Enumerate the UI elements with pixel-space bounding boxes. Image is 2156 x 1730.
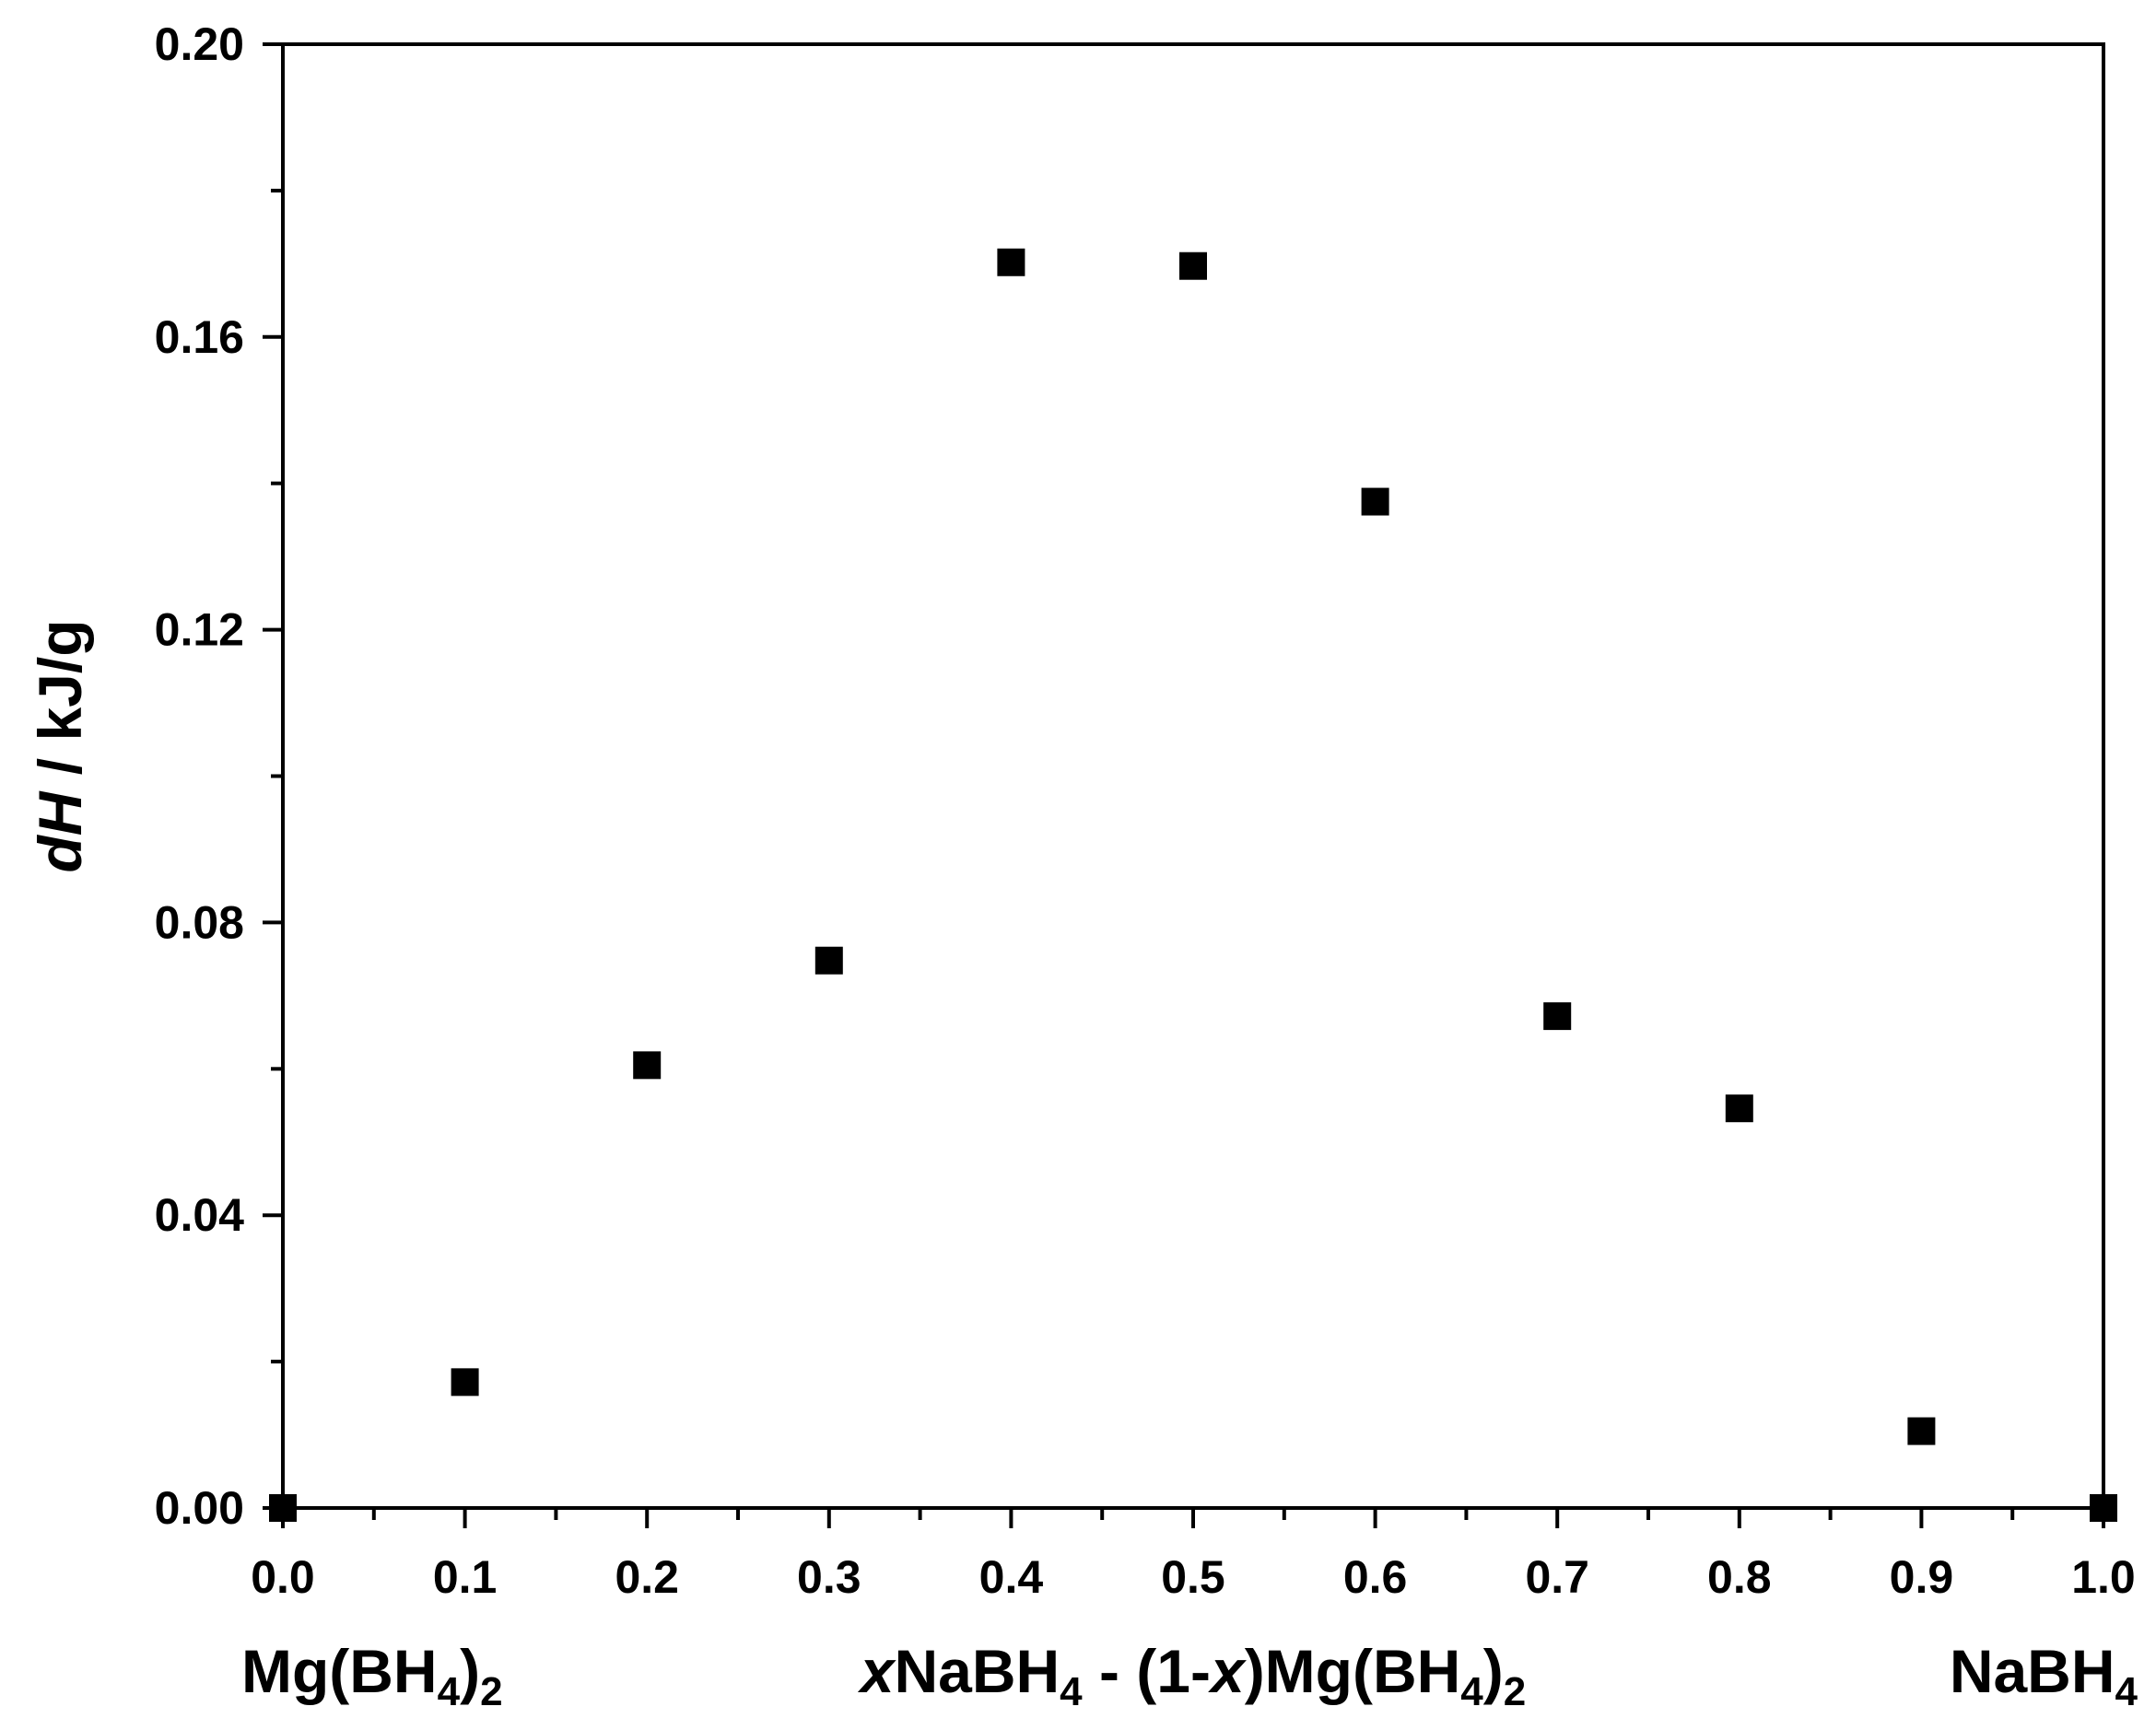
x-axis-title-part3: )Mg(BH	[1245, 1637, 1461, 1705]
x-axis-title-sub1: 4	[1060, 1669, 1083, 1714]
data-point	[2090, 1494, 2117, 1522]
x-axis-title-sub3: 2	[1504, 1669, 1526, 1714]
x-tick-label: 0.9	[1890, 1551, 1954, 1603]
y-axis-title-rest: / kJ/g	[26, 619, 94, 791]
x-axis-title-italic: x	[858, 1637, 896, 1705]
data-point	[451, 1368, 479, 1397]
x-axis-title: xNaBH4 - (1-x)Mg(BH4)2	[858, 1637, 1526, 1714]
x-tick-label: 0.0	[251, 1551, 315, 1603]
y-tick-label: 0.08	[155, 896, 244, 948]
y-axis-title: dH / kJ/g	[26, 619, 94, 872]
x-axis-title-sub2: 4	[1460, 1669, 1483, 1714]
right-endpoint-label: NaBH4	[1950, 1637, 2138, 1714]
x-axis-ticks	[281, 1508, 2105, 1528]
data-point	[1907, 1417, 1936, 1445]
data-point	[1725, 1094, 1753, 1123]
data-point	[633, 1051, 662, 1080]
data-point	[1361, 487, 1389, 516]
left-endpoint-close: )	[460, 1637, 480, 1705]
left-endpoint-main: Mg(BH	[241, 1637, 438, 1705]
x-axis-title-part1: NaBH	[894, 1637, 1060, 1705]
data-point	[1179, 251, 1207, 280]
x-axis-title-italic2: x	[1208, 1637, 1247, 1705]
y-tick-label: 0.00	[155, 1482, 244, 1534]
left-endpoint-label: Mg(BH4)2	[241, 1637, 503, 1714]
y-tick-label: 0.04	[155, 1189, 245, 1241]
data-point	[814, 946, 843, 975]
y-tick-label: 0.20	[155, 18, 244, 70]
left-endpoint-sub1: 4	[438, 1669, 461, 1714]
y-tick-label: 0.12	[155, 604, 244, 656]
x-tick-label: 0.2	[615, 1551, 679, 1603]
x-axis-title-part2: - (1-	[1083, 1637, 1211, 1705]
x-tick-label: 0.1	[433, 1551, 498, 1603]
data-point	[1543, 1002, 1572, 1031]
x-tick-label: 0.6	[1343, 1551, 1408, 1603]
y-axis-tick-labels: 0.00 0.04 0.08 0.12 0.16 0.20	[155, 18, 245, 1534]
y-tick-label: 0.16	[155, 311, 244, 363]
x-tick-label: 1.0	[2071, 1551, 2136, 1603]
right-endpoint-sub: 4	[2115, 1669, 2138, 1714]
left-endpoint-sub2: 2	[480, 1669, 502, 1714]
data-point	[997, 248, 1025, 276]
x-tick-label: 0.4	[979, 1551, 1044, 1603]
data-points	[269, 248, 2117, 1522]
x-axis-tick-labels: 0.0 0.1 0.2 0.3 0.4 0.5 0.6 0.7 0.8 0.9 1.0	[251, 1551, 2136, 1603]
x-tick-label: 0.5	[1161, 1551, 1225, 1603]
data-point	[269, 1494, 297, 1522]
right-endpoint-main: NaBH	[1950, 1637, 2115, 1705]
y-axis-ticks	[263, 42, 283, 1510]
x-axis-title-close: )	[1483, 1637, 1504, 1705]
x-tick-label: 0.7	[1525, 1551, 1589, 1603]
y-axis-title-italic: dH	[26, 790, 94, 872]
x-tick-label: 0.3	[797, 1551, 861, 1603]
x-tick-label: 0.8	[1707, 1551, 1772, 1603]
